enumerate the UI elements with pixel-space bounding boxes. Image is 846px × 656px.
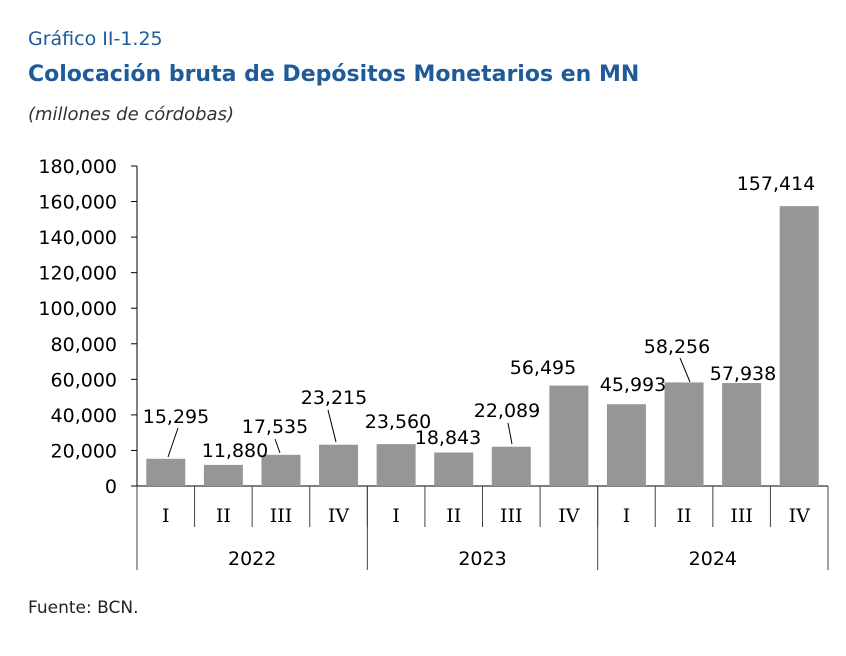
chart-label: Gráfico II-1.25 xyxy=(28,28,163,50)
x-tick-label: I xyxy=(162,505,170,527)
data-label: 17,535 xyxy=(242,416,308,438)
x-tick-label: IV xyxy=(558,505,580,527)
x-tick-label: III xyxy=(730,505,753,527)
x-tick-label: III xyxy=(270,505,293,527)
data-label: 23,560 xyxy=(365,411,431,433)
data-label-leader-line xyxy=(507,422,513,445)
bar xyxy=(261,454,301,486)
data-label-leader-line xyxy=(167,427,179,458)
bar xyxy=(434,452,474,486)
bar xyxy=(319,444,359,486)
data-label: 57,938 xyxy=(710,363,776,385)
x-tick-label: II xyxy=(677,505,692,527)
bar xyxy=(722,382,762,486)
data-label: 15,295 xyxy=(143,406,209,428)
bar xyxy=(779,206,819,486)
data-label: 22,089 xyxy=(474,400,540,422)
x-tick-label: I xyxy=(392,505,400,527)
bar xyxy=(491,446,531,486)
bar xyxy=(376,444,416,486)
y-tick-label: 60,000 xyxy=(51,369,117,391)
chart-unit: (millones de córdobas) xyxy=(28,104,234,125)
y-tick-label: 100,000 xyxy=(38,298,117,320)
y-tick-label: 80,000 xyxy=(51,334,117,356)
x-group-label: 2023 xyxy=(458,548,506,570)
data-label: 23,215 xyxy=(301,387,367,409)
x-group-label: 2024 xyxy=(689,548,737,570)
data-label: 18,843 xyxy=(415,427,481,449)
x-tick-label: I xyxy=(623,505,631,527)
data-label: 45,993 xyxy=(600,374,666,396)
data-label-leader-line xyxy=(274,438,281,454)
y-tick-label: 160,000 xyxy=(38,192,117,214)
bar xyxy=(664,382,704,486)
y-tick-label: 140,000 xyxy=(38,227,117,249)
x-group-label: 2022 xyxy=(228,548,276,570)
x-tick-label: III xyxy=(500,505,523,527)
bar xyxy=(549,385,589,486)
data-label-leader-line xyxy=(679,357,691,383)
bar xyxy=(203,464,243,486)
chart-title: Colocación bruta de Depósitos Monetarios… xyxy=(28,62,640,87)
bar xyxy=(606,404,646,486)
y-tick-label: 40,000 xyxy=(51,405,117,427)
bar xyxy=(146,458,186,486)
y-tick-label: 120,000 xyxy=(38,263,117,285)
y-tick-label: 0 xyxy=(105,476,117,498)
data-label: 157,414 xyxy=(737,173,816,195)
data-label: 56,495 xyxy=(510,357,576,379)
y-tick-label: 180,000 xyxy=(38,156,117,178)
x-tick-label: IV xyxy=(789,505,811,527)
data-label-leader-line xyxy=(327,409,337,443)
data-label: 58,256 xyxy=(644,336,710,358)
chart-source: Fuente: BCN. xyxy=(28,598,139,618)
x-tick-label: II xyxy=(216,505,231,527)
data-label: 11,880 xyxy=(202,440,268,462)
x-tick-label: II xyxy=(446,505,461,527)
x-tick-label: IV xyxy=(328,505,350,527)
y-tick-label: 20,000 xyxy=(51,440,117,462)
